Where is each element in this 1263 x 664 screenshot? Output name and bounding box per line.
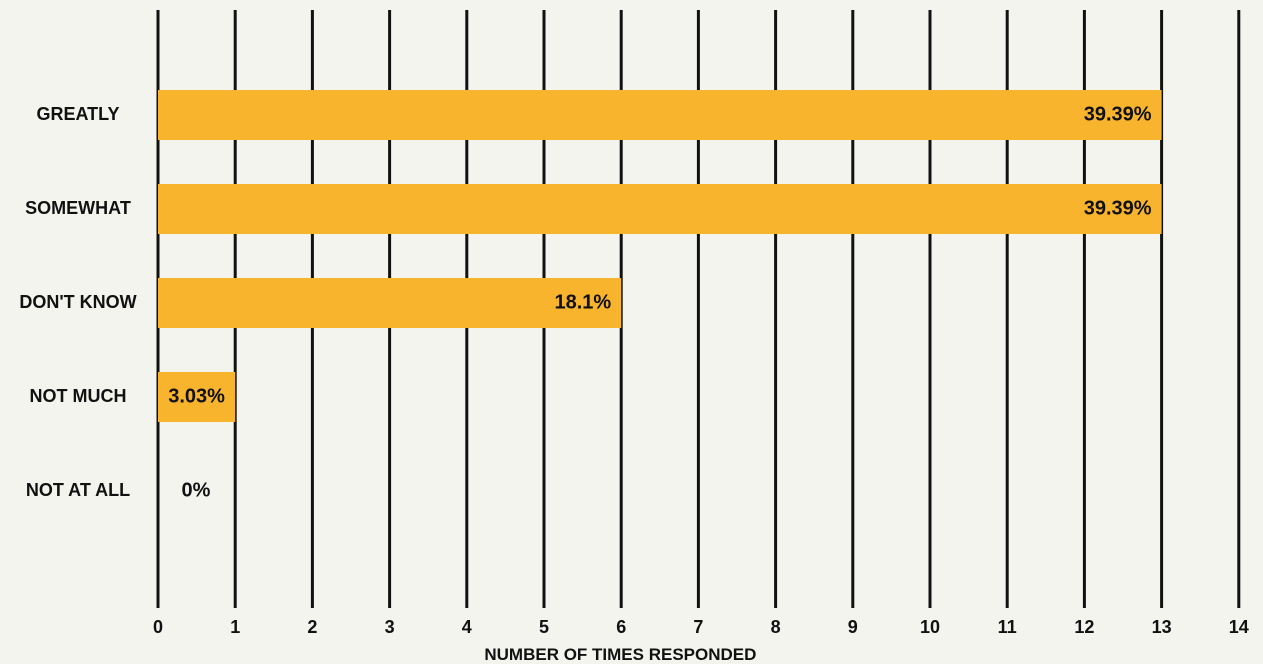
x-tick-label: 10 (920, 617, 940, 637)
x-tick-label: 13 (1152, 617, 1172, 637)
bar (158, 278, 622, 328)
category-label: DON'T KNOW (19, 292, 136, 312)
x-tick-label: 8 (771, 617, 781, 637)
x-tick-label: 2 (307, 617, 317, 637)
x-tick-label: 14 (1229, 617, 1249, 637)
category-label: NOT MUCH (30, 386, 127, 406)
x-tick-label: 6 (616, 617, 626, 637)
bar (158, 372, 236, 422)
bar-value-label: 3.03% (168, 385, 225, 407)
category-label: NOT AT ALL (26, 480, 130, 500)
x-tick-label: 4 (462, 617, 472, 637)
x-tick-label: 5 (539, 617, 549, 637)
x-tick-label: 3 (385, 617, 395, 637)
bar-value-label: 39.39% (1084, 197, 1152, 219)
bar-value-label: 0% (182, 479, 211, 501)
x-tick-labels: 0 1 2 3 4 5 6 7 8 9 10 11 12 13 14 (153, 617, 1249, 637)
bars (158, 90, 1162, 422)
bar-value-label: 39.39% (1084, 103, 1152, 125)
x-tick-label: 11 (998, 617, 1017, 637)
category-label: GREATLY (36, 104, 119, 124)
x-tick-label: 1 (230, 617, 240, 637)
bar-value-labels: 39.39% 39.39% 18.1% 3.03% 0% (168, 103, 1152, 501)
bar-value-label: 18.1% (554, 291, 611, 313)
category-labels: GREATLY SOMEWHAT DON'T KNOW NOT MUCH NOT AT … (19, 104, 136, 500)
bar (158, 90, 1162, 140)
x-tick-label: 7 (693, 617, 703, 637)
x-tick-label: 0 (153, 617, 163, 637)
x-axis-title: NUMBER OF TIMES RESPONDED (484, 645, 756, 664)
x-tick-label: 12 (1074, 617, 1094, 637)
bar (158, 184, 1162, 234)
category-label: SOMEWHAT (25, 198, 131, 218)
x-tick-label: 9 (848, 617, 858, 637)
